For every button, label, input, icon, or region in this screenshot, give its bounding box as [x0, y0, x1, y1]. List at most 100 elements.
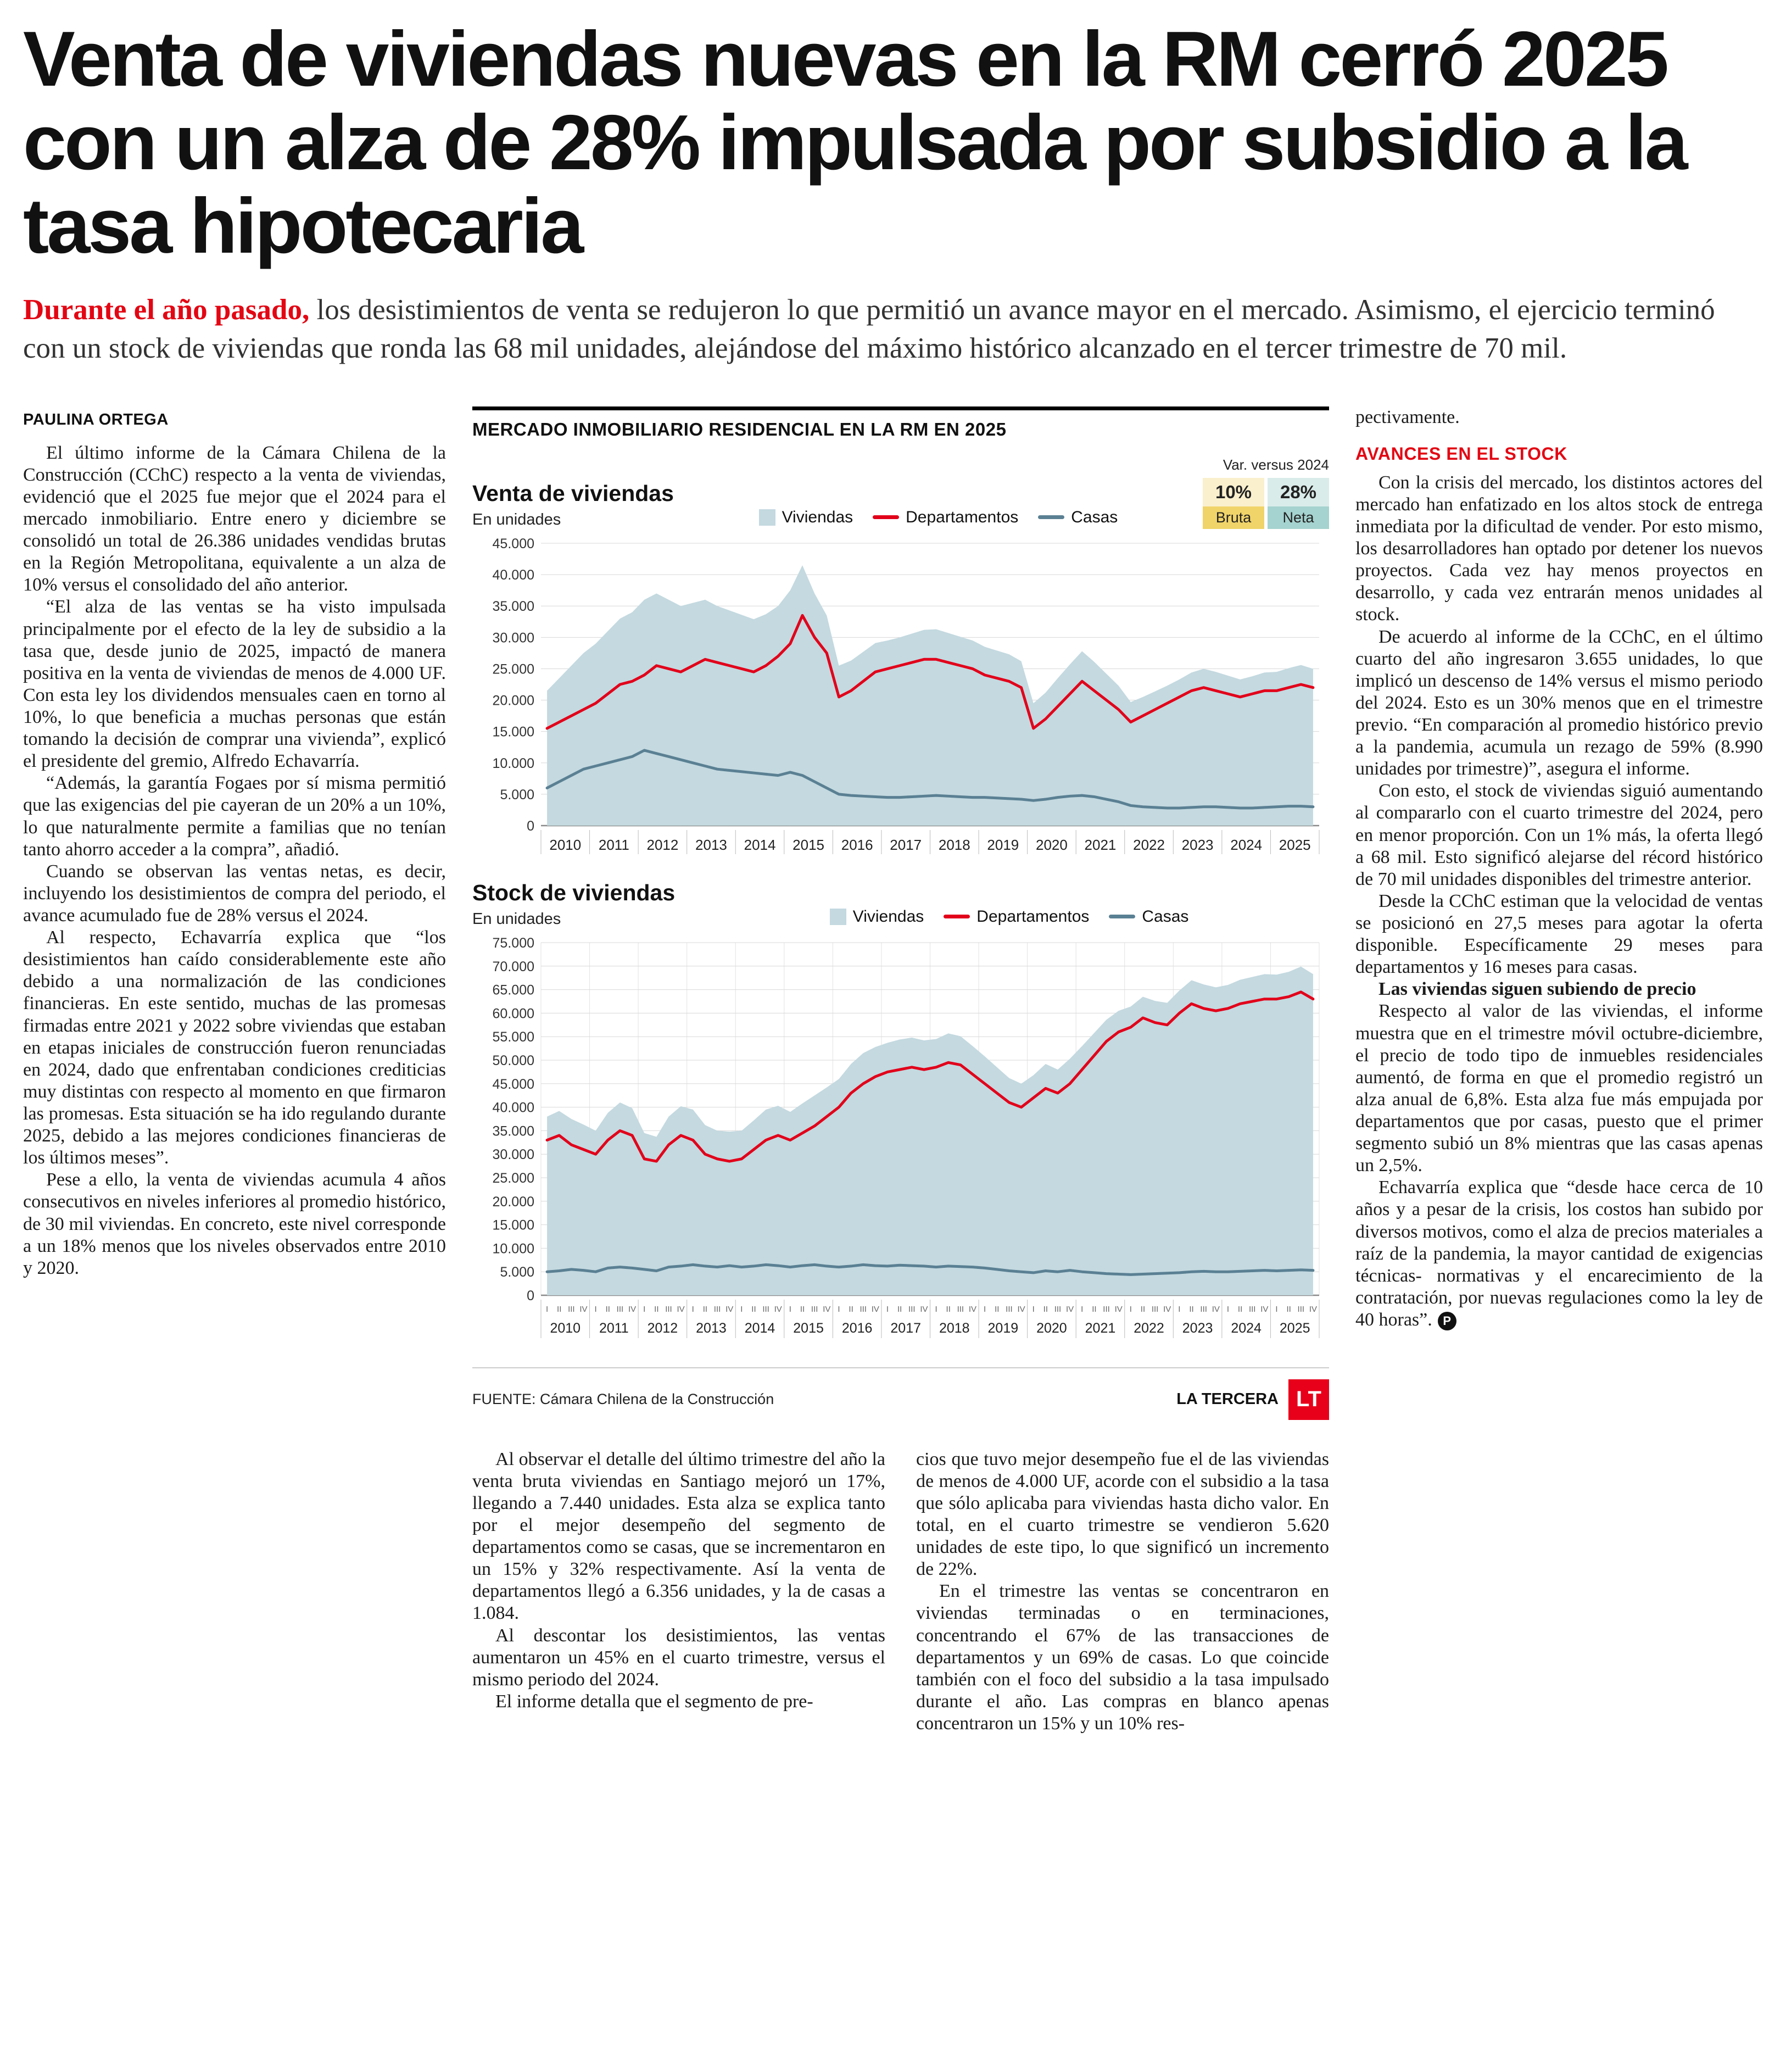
left-column-text: El último informe de la Cámara Chilena d…: [23, 442, 446, 1279]
svg-text:I: I: [740, 1305, 743, 1314]
svg-text:10.000: 10.000: [493, 755, 534, 771]
svg-text:2014: 2014: [745, 1321, 775, 1336]
svg-text:III: III: [1200, 1305, 1207, 1314]
right-column: pectivamente. AVANCES EN EL STOCK Con la…: [1355, 406, 1763, 1331]
svg-text:II: II: [995, 1305, 999, 1314]
legend-swatch-icon: [1038, 515, 1065, 520]
svg-text:2017: 2017: [890, 837, 922, 853]
svg-text:0: 0: [527, 818, 534, 834]
svg-text:2014: 2014: [744, 837, 776, 853]
svg-text:III: III: [714, 1305, 721, 1314]
article-paragraph: cios que tuvo mejor desempeño fue el de …: [916, 1449, 1329, 1580]
svg-text:III: III: [1054, 1305, 1062, 1314]
svg-text:2012: 2012: [648, 1321, 678, 1336]
svg-text:III: III: [957, 1305, 964, 1314]
svg-text:IV: IV: [1017, 1305, 1025, 1314]
svg-text:III: III: [1006, 1305, 1013, 1314]
svg-text:2021: 2021: [1085, 1321, 1116, 1336]
svg-text:45.000: 45.000: [493, 536, 534, 552]
svg-text:2013: 2013: [695, 837, 727, 853]
svg-text:35.000: 35.000: [493, 599, 534, 614]
svg-text:20.000: 20.000: [493, 693, 534, 708]
legend-item: Casas: [1109, 907, 1188, 926]
article-paragraph: De acuerdo al informe de la CChC, en el …: [1355, 626, 1763, 779]
svg-text:III: III: [665, 1305, 672, 1314]
legend-label: Viviendas: [852, 907, 924, 926]
svg-text:2010: 2010: [549, 837, 581, 853]
svg-text:20.000: 20.000: [493, 1194, 534, 1210]
badge-neta-label: Neta: [1268, 506, 1329, 529]
svg-text:IV: IV: [1260, 1305, 1268, 1314]
article-paragraph: Con la crisis del mercado, los distintos…: [1355, 472, 1763, 625]
svg-text:2021: 2021: [1085, 837, 1117, 853]
svg-text:25.000: 25.000: [493, 661, 534, 677]
svg-text:60.000: 60.000: [493, 1006, 534, 1021]
svg-text:IV: IV: [725, 1305, 733, 1314]
article-paragraph: El último informe de la Cámara Chilena d…: [23, 442, 446, 595]
svg-text:2022: 2022: [1134, 1321, 1164, 1336]
svg-text:I: I: [984, 1305, 986, 1314]
svg-text:II: II: [1092, 1305, 1096, 1314]
svg-text:III: III: [617, 1305, 624, 1314]
var-badge-label: Var. versus 2024: [1223, 456, 1329, 473]
svg-text:2011: 2011: [599, 837, 629, 853]
svg-text:III: III: [1103, 1305, 1110, 1314]
svg-text:2018: 2018: [939, 1321, 970, 1336]
svg-text:25.000: 25.000: [493, 1171, 534, 1186]
article-paragraph: Pese a ello, la venta de viviendas acumu…: [23, 1169, 446, 1278]
badge-neta-value: 28%: [1268, 477, 1329, 506]
svg-text:2010: 2010: [550, 1321, 581, 1336]
lede-text: los desistimientos de venta se redujeron…: [23, 293, 1715, 364]
article-paragraph: Con esto, el stock de viviendas siguió a…: [1355, 781, 1763, 889]
svg-text:5.000: 5.000: [500, 1265, 534, 1280]
legend-label: Viviendas: [782, 508, 853, 526]
svg-text:II: II: [1238, 1305, 1242, 1314]
bottom-text-columns: Al observar el detalle del último trimes…: [472, 1449, 1329, 1735]
svg-text:15.000: 15.000: [493, 724, 534, 739]
svg-text:70.000: 70.000: [493, 959, 534, 974]
stock-chart-subtitle: En unidades: [472, 910, 561, 928]
svg-text:65.000: 65.000: [493, 982, 534, 998]
venta-chart-legend: Viviendas Departamentos Casas: [688, 508, 1188, 529]
svg-text:II: II: [1286, 1305, 1291, 1314]
article-paragraph: Al observar el detalle del último trimes…: [472, 1449, 885, 1624]
legend-item: Departamentos: [944, 907, 1089, 926]
bottom-column-1: Al observar el detalle del último trimes…: [472, 1449, 885, 1735]
article-paragraph: Respecto al valor de las viviendas, el i…: [1355, 1001, 1763, 1176]
right-column-text-a: Con la crisis del mercado, los distintos…: [1355, 472, 1763, 979]
svg-text:2024: 2024: [1231, 1321, 1262, 1336]
svg-text:I: I: [1275, 1305, 1277, 1314]
stock-chart: 0 5.000 10.000 15.000 20.000 25.000 30.000 35.0…: [493, 935, 1320, 1338]
svg-text:II: II: [751, 1305, 756, 1314]
svg-text:2025: 2025: [1280, 1321, 1310, 1336]
stock-chart-legend: Viviendas Departamentos Casas: [689, 907, 1329, 928]
headline: Venta de viviendas nuevas en la RM cerró…: [23, 15, 1688, 270]
section-subhead: AVANCES EN EL STOCK: [1355, 443, 1567, 464]
article-paragraph: “El alza de las ventas se ha visto impul…: [23, 597, 446, 772]
svg-text:50.000: 50.000: [493, 1053, 534, 1068]
article-paragraph: Al respecto, Echavarría explica que “los…: [23, 927, 446, 1168]
legend-item: Viviendas: [758, 508, 853, 527]
svg-text:2018: 2018: [939, 837, 970, 853]
svg-text:IV: IV: [872, 1305, 879, 1314]
svg-text:IV: IV: [1066, 1305, 1074, 1314]
svg-text:I: I: [1227, 1305, 1229, 1314]
svg-text:0: 0: [527, 1288, 534, 1304]
svg-text:2015: 2015: [793, 1321, 824, 1336]
stock-chart-block: Stock de viviendas En unidades Viviendas…: [472, 880, 1329, 1353]
svg-text:40.000: 40.000: [493, 567, 534, 583]
article-paragraph: Al descontar los desistimientos, las ven…: [472, 1625, 885, 1690]
svg-text:IV: IV: [1309, 1305, 1317, 1314]
svg-text:2022: 2022: [1133, 837, 1165, 853]
svg-text:II: II: [557, 1305, 561, 1314]
svg-text:2017: 2017: [890, 1321, 921, 1336]
svg-text:II: II: [1043, 1305, 1048, 1314]
svg-text:I: I: [1081, 1305, 1083, 1314]
legend-item: Viviendas: [829, 907, 924, 926]
legend-swatch-icon: [758, 509, 775, 526]
svg-text:40.000: 40.000: [493, 1100, 534, 1115]
svg-text:I: I: [789, 1305, 791, 1314]
source-line: FUENTE: Cámara Chilena de la Construcció…: [472, 1391, 774, 1408]
end-of-article-mark: P: [1437, 1312, 1456, 1331]
